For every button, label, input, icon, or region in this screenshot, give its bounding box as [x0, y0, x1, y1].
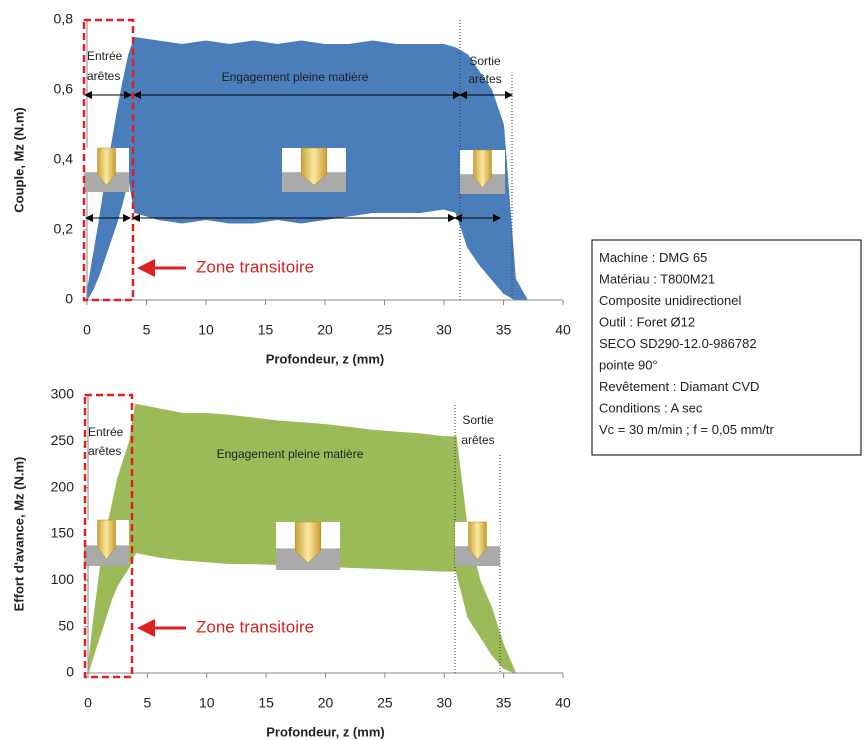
- entry-label: Entrée: [88, 425, 124, 439]
- entry-label: Entrée: [87, 49, 123, 63]
- x-tick-label: 30: [436, 695, 452, 711]
- y-tick-label: 0,4: [54, 151, 74, 167]
- y-tick-label: 0,6: [54, 81, 74, 97]
- x-axis-label: Profondeur, z (mm): [266, 724, 384, 739]
- full-label: Engagement pleine matière: [217, 447, 364, 461]
- info-line: Revêtement : Diamant CVD: [599, 379, 759, 394]
- entry-label: arêtes: [88, 444, 121, 458]
- y-tick-label: 0,8: [54, 11, 74, 27]
- drill-icon: [84, 520, 129, 566]
- y-axis-label: Couple, Mz (N.m): [11, 107, 26, 212]
- drill-icon: [460, 150, 505, 194]
- x-tick-label: 30: [436, 322, 452, 338]
- x-tick-label: 5: [143, 695, 151, 711]
- x-tick-label: 25: [377, 695, 393, 711]
- info-line: Matériau : T800M21: [599, 272, 715, 287]
- x-tick-label: 20: [318, 695, 334, 711]
- info-line: Machine : DMG 65: [599, 250, 707, 265]
- figure: 0 0,2 0,4 0,6 0,8 0 5 10 15 20 25 30 35 40 Profondeur,…: [0, 0, 865, 740]
- y-axis-label: Effort d'avance, Mz (N.m): [11, 457, 26, 612]
- drill-icon: [282, 148, 346, 192]
- exit-label: Sortie: [469, 54, 501, 68]
- x-tick-label: 40: [555, 322, 571, 338]
- y-tick-label: 0: [66, 664, 74, 680]
- drill-icon: [276, 522, 340, 570]
- info-line: pointe 90°: [599, 358, 658, 373]
- y-tick-label: 0,2: [54, 221, 74, 237]
- x-tick-label: 40: [555, 695, 571, 711]
- full-label: Engagement pleine matière: [222, 70, 369, 84]
- x-tick-label: 25: [377, 322, 393, 338]
- entry-label: arêtes: [87, 69, 120, 83]
- x-tick-label: 10: [198, 322, 214, 338]
- x-tick-label: 0: [84, 695, 92, 711]
- x-tick-label: 10: [199, 695, 215, 711]
- y-tick-label: 300: [51, 386, 75, 402]
- y-tick-label: 0: [65, 291, 73, 307]
- info-line: SECO SD290-12.0-986782: [599, 336, 757, 351]
- drill-icon: [84, 148, 129, 192]
- transition-label: Zone transitoire: [196, 617, 314, 636]
- exit-label: arêtes: [468, 72, 501, 86]
- y-tick-label: 250: [51, 432, 75, 448]
- x-tick-label: 15: [258, 695, 274, 711]
- y-tick-label: 50: [58, 617, 74, 633]
- info-line: Conditions : A sec: [599, 401, 703, 416]
- drill-icon: [455, 522, 500, 566]
- info-line: Composite unidirectionel: [599, 293, 741, 308]
- exit-label: Sortie: [462, 413, 494, 427]
- info-line: Vc = 30 m/min ; f = 0,05 mm/tr: [599, 422, 775, 437]
- transition-label: Zone transitoire: [196, 257, 314, 276]
- y-tick-label: 150: [51, 525, 75, 541]
- x-tick-label: 35: [496, 695, 512, 711]
- y-tick-label: 200: [51, 478, 75, 494]
- x-tick-label: 15: [258, 322, 274, 338]
- x-tick-label: 5: [143, 322, 151, 338]
- y-tick-label: 100: [51, 571, 75, 587]
- info-line: Outil : Foret Ø12: [599, 315, 695, 330]
- x-tick-label: 0: [83, 322, 91, 338]
- exit-label: arêtes: [461, 433, 494, 447]
- x-tick-label: 20: [317, 322, 333, 338]
- x-tick-label: 35: [496, 322, 512, 338]
- x-axis-label: Profondeur, z (mm): [266, 351, 384, 366]
